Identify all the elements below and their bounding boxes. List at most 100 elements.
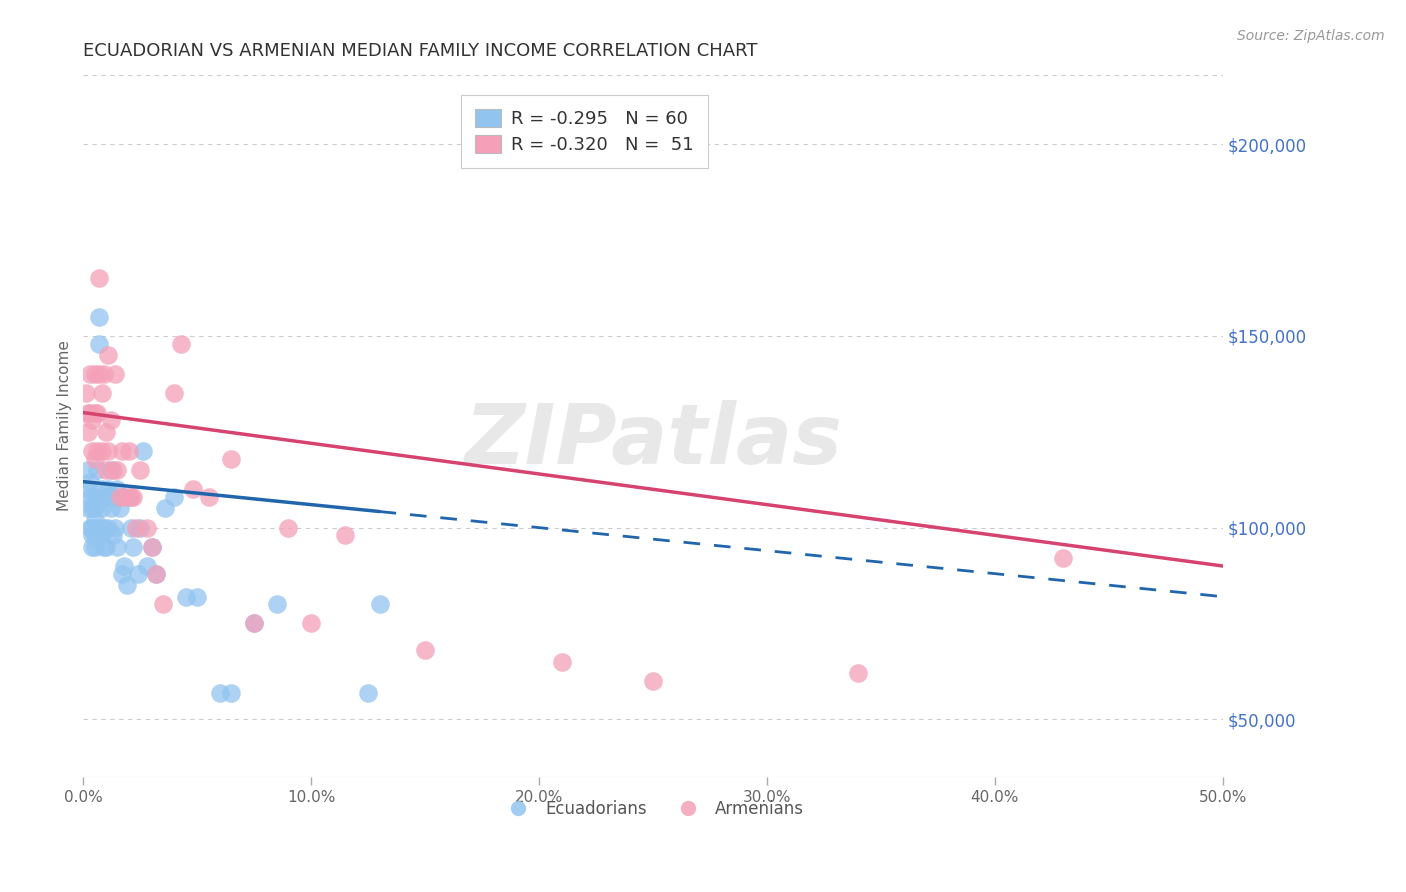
Point — [112, 490, 135, 504]
Point — [186, 590, 208, 604]
Point — [266, 597, 288, 611]
Point — [86, 521, 108, 535]
Point — [551, 655, 574, 669]
Point — [221, 451, 243, 466]
Point — [125, 521, 148, 535]
Point — [76, 425, 98, 439]
Point — [83, 513, 105, 527]
Point — [101, 528, 124, 542]
Point — [79, 475, 101, 489]
Point — [90, 528, 112, 542]
Point — [111, 566, 134, 581]
Point — [101, 463, 124, 477]
Point — [100, 463, 122, 477]
Point — [89, 310, 111, 324]
Point — [79, 490, 101, 504]
Point — [75, 386, 97, 401]
Point — [357, 685, 380, 699]
Point — [93, 540, 115, 554]
Point — [83, 368, 105, 382]
Point — [76, 501, 98, 516]
Point — [97, 483, 120, 497]
Point — [145, 566, 167, 581]
Point — [97, 444, 120, 458]
Point — [97, 521, 120, 535]
Point — [90, 483, 112, 497]
Point — [129, 521, 152, 535]
Point — [163, 386, 186, 401]
Point — [107, 540, 129, 554]
Point — [93, 521, 115, 535]
Point — [145, 566, 167, 581]
Point — [846, 666, 869, 681]
Point — [75, 483, 97, 497]
Point — [86, 463, 108, 477]
Point — [104, 521, 127, 535]
Point — [89, 368, 111, 382]
Point — [115, 578, 138, 592]
Point — [82, 444, 104, 458]
Point — [76, 463, 98, 477]
Point — [136, 559, 159, 574]
Point — [94, 463, 117, 477]
Point — [79, 368, 101, 382]
Point — [243, 616, 266, 631]
Point — [111, 444, 134, 458]
Point — [413, 643, 436, 657]
Point — [89, 521, 111, 535]
Legend: Ecuadorians, Armenians: Ecuadorians, Armenians — [495, 793, 811, 825]
Point — [118, 490, 141, 504]
Point — [129, 463, 152, 477]
Point — [107, 483, 129, 497]
Point — [120, 521, 142, 535]
Point — [108, 501, 131, 516]
Point — [86, 490, 108, 504]
Point — [221, 685, 243, 699]
Point — [83, 540, 105, 554]
Text: Source: ZipAtlas.com: Source: ZipAtlas.com — [1237, 29, 1385, 43]
Point — [174, 590, 197, 604]
Point — [82, 521, 104, 535]
Point — [89, 336, 111, 351]
Point — [86, 444, 108, 458]
Point — [83, 406, 105, 420]
Point — [136, 521, 159, 535]
Point — [108, 490, 131, 504]
Point — [101, 490, 124, 504]
Point — [368, 597, 391, 611]
Point — [107, 463, 129, 477]
Point — [1052, 551, 1074, 566]
Point — [86, 406, 108, 420]
Point — [83, 501, 105, 516]
Point — [76, 406, 98, 420]
Point — [152, 597, 174, 611]
Text: ECUADORIAN VS ARMENIAN MEDIAN FAMILY INCOME CORRELATION CHART: ECUADORIAN VS ARMENIAN MEDIAN FAMILY INC… — [83, 42, 758, 60]
Point — [94, 540, 117, 554]
Point — [90, 501, 112, 516]
Point — [122, 490, 145, 504]
Point — [89, 271, 111, 285]
Point — [83, 528, 105, 542]
Point — [122, 540, 145, 554]
Point — [82, 413, 104, 427]
Point — [82, 540, 104, 554]
Point — [181, 483, 204, 497]
Point — [641, 673, 664, 688]
Point — [120, 490, 142, 504]
Point — [131, 444, 153, 458]
Point — [90, 444, 112, 458]
Point — [100, 501, 122, 516]
Point — [208, 685, 231, 699]
Point — [197, 490, 219, 504]
Point — [97, 348, 120, 362]
Point — [90, 386, 112, 401]
Point — [100, 413, 122, 427]
Point — [155, 501, 177, 516]
Point — [277, 521, 299, 535]
Point — [299, 616, 322, 631]
Point — [83, 451, 105, 466]
Y-axis label: Median Family Income: Median Family Income — [58, 341, 72, 511]
Point — [141, 540, 163, 554]
Point — [141, 540, 163, 554]
Point — [104, 368, 127, 382]
